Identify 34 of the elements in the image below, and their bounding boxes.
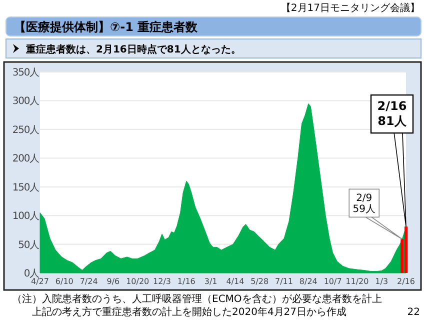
x-tick-label: 4/27 (31, 277, 49, 286)
text: （注）入院患者数のうち、人工呼吸器管理（ECMOを含む）が必要な患者数を計上 (12, 293, 382, 305)
x-tick-label: 2/16 (397, 277, 415, 286)
x-tick-label: 5/28 (250, 277, 269, 286)
x-tick-label: 8/24 (299, 277, 318, 286)
x-tick-label: 1/16 (177, 277, 196, 286)
chart-subtitle: 重症患者数は、2月16日時点で81人となった。 (25, 44, 241, 56)
text: 【2月17日モニタリング会議】 (280, 2, 420, 14)
x-tick-label: 7/11 (275, 277, 293, 286)
y-tick-label: 100人 (12, 211, 40, 222)
x-tick-label: 10/20 (126, 277, 150, 286)
x-tick-label: 3/1 (204, 277, 218, 286)
annotation: 2/16 (377, 99, 407, 113)
text: 22 (407, 307, 420, 318)
y-tick-label: 0人 (24, 268, 40, 280)
y-tick-label: 350人 (12, 68, 40, 78)
x-tick-label: 11/20 (346, 277, 369, 286)
x-tick-label: 12/3 (153, 277, 171, 286)
y-tick-label: 50人 (18, 240, 40, 251)
y-tick-label: 200人 (12, 154, 40, 165)
chart-title: 【医療提供体制】⑦-1 重症患者数 (14, 20, 199, 34)
x-tick-label: 1/3 (375, 277, 388, 286)
x-tick-label: 9/6 (106, 277, 120, 286)
y-tick-label: 150人 (12, 182, 40, 194)
x-tick-label: 10/7 (324, 277, 342, 286)
annotation: 81人 (378, 114, 408, 128)
annotation: 59人 (352, 204, 376, 216)
annotation: 2/9 (356, 193, 372, 204)
x-tick-label: 7/24 (80, 277, 98, 286)
y-tick-label: 250人 (12, 124, 40, 136)
y-tick-label: 300人 (12, 96, 40, 108)
x-tick-label: 4/14 (226, 277, 244, 286)
text: 上記の考え方で重症患者数の計上を開始した2020年4月27日から作成 (32, 306, 347, 318)
x-tick-label: 6/10 (55, 277, 74, 286)
